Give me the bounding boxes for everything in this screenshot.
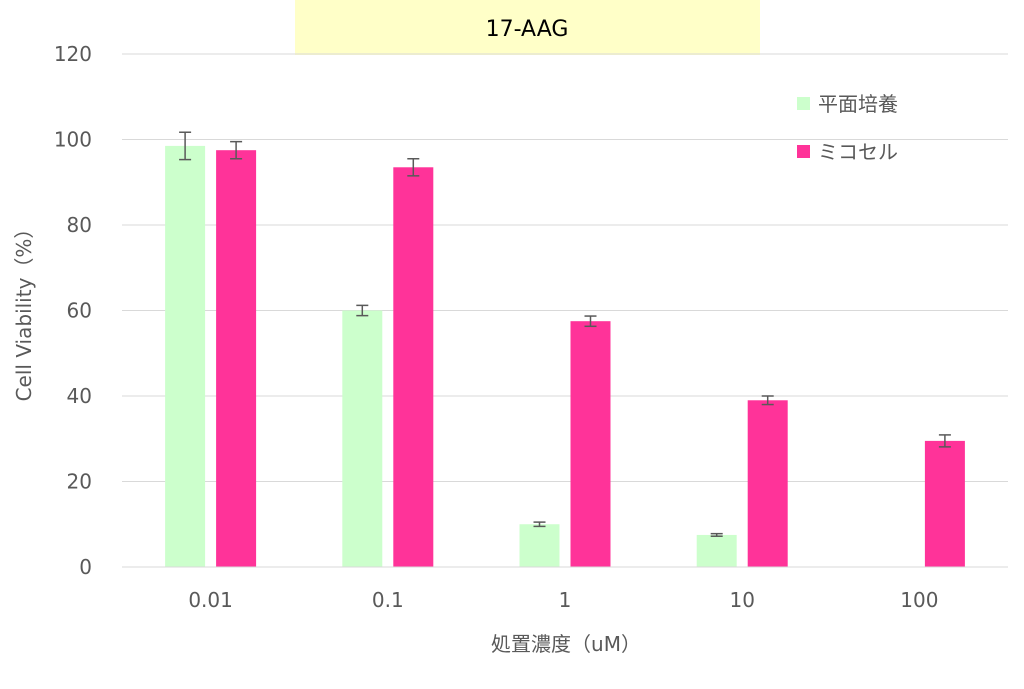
bar-1-1: [519, 524, 560, 567]
x-axis-title: 処置濃度（uM）: [491, 632, 641, 656]
legend-swatch-series-1: [797, 97, 810, 110]
legend-label-series-2: ミコセル: [818, 140, 898, 164]
chart-title: 17-AAG: [486, 17, 569, 42]
legend: 平面培養 ミコセル: [797, 92, 898, 164]
y-tick-label: 100: [54, 128, 92, 152]
bar-1-0.1: [342, 310, 383, 567]
y-tick-label: 0: [79, 555, 92, 579]
y-tick-label: 60: [67, 299, 92, 323]
bar-2-0.1: [393, 167, 434, 567]
y-tick-label: 40: [67, 384, 92, 408]
x-tick-label: 1: [559, 588, 572, 612]
x-tick-label: 0.01: [188, 588, 233, 612]
bar-2-1: [570, 321, 611, 567]
error-bars: [179, 131, 951, 537]
gridlines: [122, 53, 1008, 482]
bar-1-10: [696, 534, 737, 567]
y-tick-label: 80: [67, 213, 92, 237]
legend-label-series-1: 平面培養: [818, 92, 898, 116]
bar-2-10: [747, 400, 788, 567]
y-tick-label: 20: [67, 470, 92, 494]
y-axis-ticks: 0 20 40 60 80 100 120: [54, 42, 92, 579]
x-axis-ticks: 0.01 0.1 1 10 100: [188, 588, 938, 612]
y-axis-title: Cell Viability（%）: [12, 219, 36, 402]
legend-swatch-series-2: [797, 145, 810, 158]
title-background: [295, 0, 760, 55]
x-tick-label: 0.1: [372, 588, 404, 612]
y-tick-label: 120: [54, 42, 92, 66]
bar-2-0.01: [216, 150, 257, 567]
x-tick-label: 10: [729, 588, 754, 612]
bar-1-0.01: [165, 145, 206, 567]
x-tick-label: 100: [900, 588, 938, 612]
bars: [165, 145, 965, 567]
bar-2-100: [924, 440, 965, 567]
